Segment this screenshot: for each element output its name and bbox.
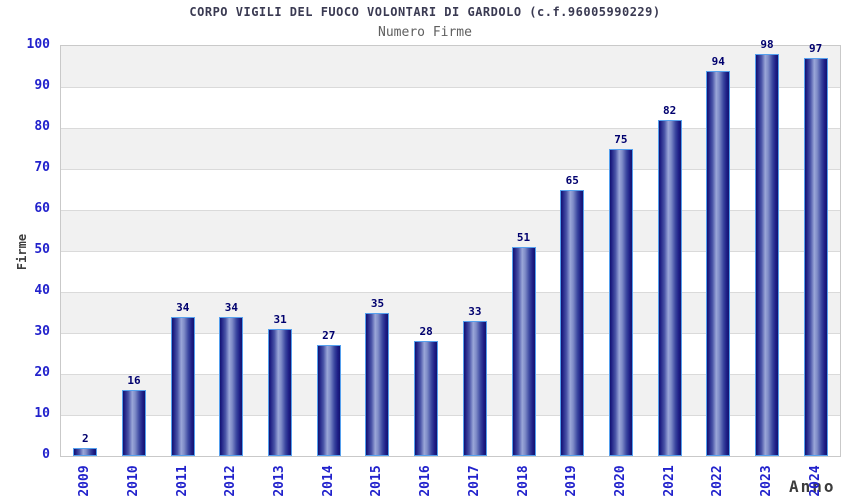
bar [122,390,147,456]
bar-value-label: 27 [322,329,336,343]
bar [754,54,779,456]
bar-value-label: 65 [565,173,579,187]
x-tick-label: 2016 [418,465,434,497]
bar [268,328,293,456]
y-tick-label: 100 [26,37,50,52]
bar-value-label: 94 [711,54,725,68]
bar [657,119,682,456]
bar-value-label: 75 [614,132,628,146]
gridline [61,251,840,252]
y-tick-label: 60 [34,201,50,216]
x-tick-label: 2012 [223,465,239,497]
x-axis-label: Anno [789,477,836,496]
bar [414,341,439,456]
x-tick-label: 2014 [320,465,336,497]
chart-title: CORPO VIGILI DEL FUOCO VOLONTARI DI GARD… [189,5,661,19]
x-tick-label: 2024 [807,465,823,497]
bar-value-label: 2 [82,431,89,445]
gridline [61,292,840,293]
bar [73,447,98,456]
y-tick-label: 10 [34,406,50,421]
gridline [61,169,840,170]
x-tick-label: 2019 [564,465,580,497]
bar-value-label: 34 [224,300,239,314]
bar [219,316,244,456]
x-tick-label: 2021 [661,465,677,497]
bar-value-label: 33 [468,304,482,318]
y-tick-label: 40 [34,283,50,298]
bar [316,345,341,456]
bar-value-label: 34 [176,300,190,314]
y-tick-label: 70 [34,160,50,175]
bar-value-label: 82 [662,103,677,117]
bar-value-label: 35 [370,296,385,310]
x-tick-label: 2011 [174,465,190,497]
plot-area: 2 16 34 34 31 27 35 28 33 51 65 75 82 94 98 97 [60,38,841,457]
x-tick-label: 2009 [77,465,93,497]
gridline [61,128,840,129]
gridline [61,333,840,334]
x-tick-label: 2022 [710,465,726,497]
bar-value-label: 28 [419,325,433,339]
x-tick-label: 2023 [758,465,774,497]
bar [170,316,195,456]
y-tick-label: 50 [34,242,50,257]
gridline [61,87,840,88]
x-tick-label: 2020 [612,465,628,497]
x-tick-label: 2017 [466,465,482,497]
bar-value-label: 98 [760,38,774,52]
bar [803,58,828,456]
gridline [61,374,840,375]
x-tick-label: 2018 [515,465,531,497]
bar [365,312,390,456]
bar-value-label: 51 [516,230,531,244]
bar-value-label: 16 [127,374,141,388]
bar [462,320,487,456]
bar [706,70,731,456]
x-tick-label: 2015 [369,465,385,497]
chart-subtitle: Numero Firme [378,25,472,40]
bar [608,148,633,456]
bar-value-label: 31 [273,312,287,326]
x-tick-label: 2010 [126,465,142,497]
bar [511,246,536,456]
bar [560,189,585,456]
gridline [61,210,840,211]
y-tick-label: 20 [34,365,50,380]
y-tick-label: 90 [34,78,50,93]
y-tick-label: 0 [42,447,50,462]
gridline [61,415,840,416]
bar-value-label: 97 [809,42,823,56]
y-tick-label: 80 [34,119,50,134]
y-tick-label: 30 [34,324,50,339]
x-tick-label: 2013 [272,465,288,497]
